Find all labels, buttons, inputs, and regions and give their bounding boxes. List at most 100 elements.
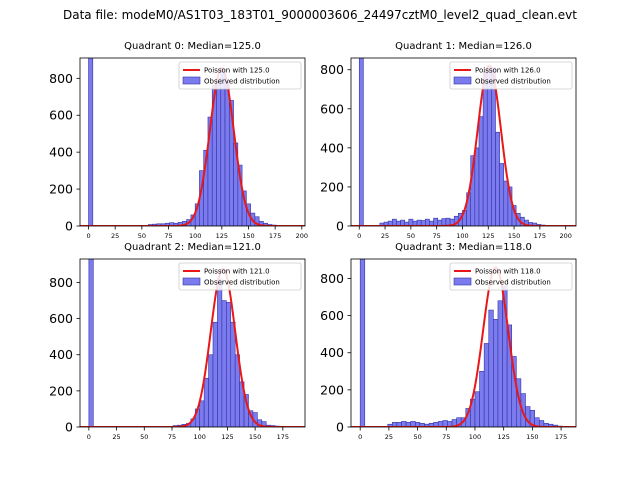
histogram-bar xyxy=(474,391,480,427)
histogram-bar xyxy=(493,319,499,427)
x-tick-label: 25 xyxy=(112,433,120,441)
axes-frame xyxy=(350,57,577,227)
histogram-bar xyxy=(358,58,364,226)
chart-title: Quadrant 2: Median=121.0 xyxy=(124,242,261,253)
y-tick-label: 0 xyxy=(65,420,73,435)
histogram-bar xyxy=(199,400,205,427)
legend-box xyxy=(178,61,302,90)
poisson-fit-line xyxy=(351,64,576,226)
chart-title: Quadrant 1: Median=126.0 xyxy=(395,41,532,52)
legend-entry-observed: Observed distribution xyxy=(204,279,280,287)
legend-box xyxy=(449,262,573,291)
legend-entry-observed: Observed distribution xyxy=(204,78,280,86)
legend-entry-fit: Poisson with 118.0 xyxy=(475,268,541,276)
y-tick-label: 0 xyxy=(336,420,344,435)
y-tick-label: 200 xyxy=(320,382,344,397)
histogram-bar xyxy=(491,67,496,226)
y-tick-label: 600 xyxy=(320,101,344,116)
x-tick-label: 50 xyxy=(138,232,146,240)
x-tick-label: 0 xyxy=(357,232,361,240)
poisson-fit-line xyxy=(80,67,305,226)
x-tick-label: 75 xyxy=(164,232,172,240)
histogram-bar xyxy=(483,343,490,427)
poisson-fit-line xyxy=(80,267,305,427)
histogram-bar xyxy=(497,300,503,427)
y-tick-label: 200 xyxy=(49,383,73,398)
y-tick-label: 800 xyxy=(320,62,344,77)
x-tick-label: 150 xyxy=(242,232,254,240)
y-tick-label: 600 xyxy=(49,108,73,123)
histogram-bar xyxy=(212,321,218,427)
x-tick-label: 25 xyxy=(381,232,389,240)
histogram-bar xyxy=(88,259,94,427)
histogram-bar xyxy=(482,71,488,226)
x-tick-label: 100 xyxy=(189,232,201,240)
x-tick-label: 75 xyxy=(433,232,441,240)
legend: Poisson with 125.0 Observed distribution xyxy=(178,61,302,90)
x-tick-label: 175 xyxy=(277,433,289,441)
quadrant-3-chart: Quadrant 3: Median=118.0 0 25 50 75 100 125 150… xyxy=(320,242,577,441)
legend-entry-observed: Observed distribution xyxy=(475,279,551,287)
x-tick-label: 25 xyxy=(385,433,393,441)
histogram-bar xyxy=(224,79,230,226)
x-tick-label: 200 xyxy=(296,232,308,240)
x-tick-label: 175 xyxy=(269,232,281,240)
x-tick-label: 125 xyxy=(216,232,228,240)
x-tick-label: 50 xyxy=(140,433,148,441)
histogram-bar xyxy=(88,58,94,226)
x-tick-label: 150 xyxy=(526,433,538,441)
y-tick-label: 600 xyxy=(320,308,344,323)
x-tick-label: 125 xyxy=(221,433,233,441)
figure-title: Data file: modeM0/AS1T03_183T01_90000036… xyxy=(63,8,577,22)
histogram-bar xyxy=(488,309,494,427)
legend: Poisson with 121.0 Observed distribution xyxy=(178,262,302,291)
chart-title: Quadrant 3: Median=118.0 xyxy=(395,242,532,253)
chart-title: Quadrant 0: Median=125.0 xyxy=(124,41,261,52)
legend-bar-swatch xyxy=(453,76,472,85)
y-tick-label: 400 xyxy=(320,345,344,360)
histogram-bar xyxy=(217,278,223,427)
x-tick-label: 100 xyxy=(456,232,468,240)
histogram-bar xyxy=(425,218,430,226)
histogram-bar xyxy=(474,147,480,226)
x-tick-label: 100 xyxy=(193,433,205,441)
histogram-bar xyxy=(479,371,485,427)
axes-frame xyxy=(350,258,577,428)
legend: Poisson with 118.0 Observed distribution xyxy=(449,262,573,291)
legend-entry-fit: Poisson with 121.0 xyxy=(204,268,270,276)
x-tick-label: 100 xyxy=(469,433,481,441)
y-tick-label: 0 xyxy=(65,219,73,234)
y-tick-label: 800 xyxy=(49,275,73,290)
y-tick-label: 0 xyxy=(336,219,344,234)
x-tick-label: 175 xyxy=(534,232,546,240)
y-tick-label: 800 xyxy=(49,71,73,86)
histogram-bar xyxy=(391,218,397,226)
plot-area xyxy=(351,259,576,427)
legend-bar-swatch xyxy=(182,277,201,286)
x-tick-label: 75 xyxy=(442,433,450,441)
x-tick-label: 25 xyxy=(111,232,119,240)
legend-bar-swatch xyxy=(182,76,201,85)
histogram-bar xyxy=(220,69,226,226)
histogram-bar xyxy=(221,300,227,427)
legend: Poisson with 126.0 Observed distribution xyxy=(449,61,573,90)
quadrant-1-chart: Quadrant 1: Median=126.0 0 25 50 75 100 125 150… xyxy=(320,41,577,240)
quadrant-0-chart: Quadrant 0: Median=125.0 0 25 50 75 100 125 150… xyxy=(49,41,308,240)
histogram-bar xyxy=(208,354,214,427)
x-tick-label: 175 xyxy=(555,433,567,441)
legend-box xyxy=(178,262,302,291)
x-tick-label: 125 xyxy=(482,232,494,240)
x-tick-label: 150 xyxy=(508,232,520,240)
legend-entry-fit: Poisson with 126.0 xyxy=(475,67,541,75)
histogram-bar xyxy=(495,131,500,226)
histogram-bar xyxy=(408,218,414,226)
y-tick-label: 200 xyxy=(49,182,73,197)
histogram-bar xyxy=(230,321,236,427)
histogram-bar xyxy=(499,163,505,226)
histogram-bar xyxy=(503,180,509,226)
histogram-bar xyxy=(216,78,222,226)
poisson-fit-line xyxy=(351,266,576,427)
x-tick-label: 150 xyxy=(249,433,261,441)
x-tick-label: 125 xyxy=(497,433,509,441)
